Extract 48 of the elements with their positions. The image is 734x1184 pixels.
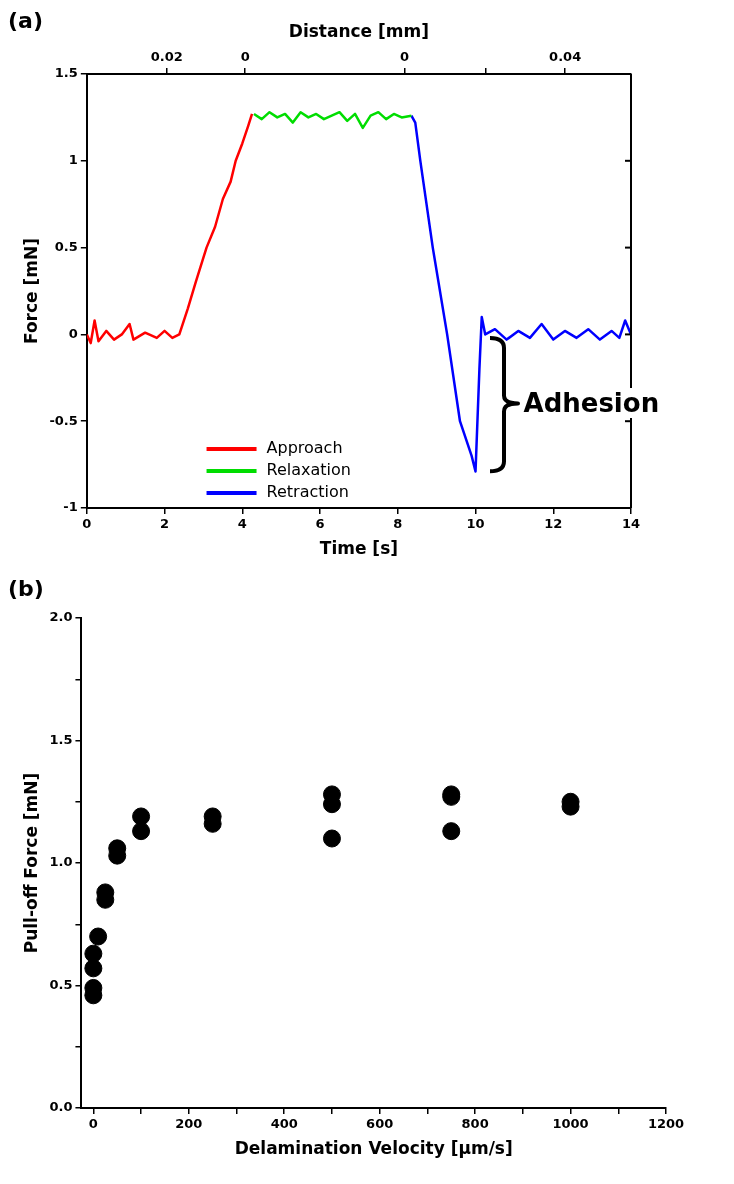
legend-label: Relaxation <box>266 460 351 480</box>
y-axis-title: Force [mN] <box>20 238 41 344</box>
y-tick-label: 1.0 <box>49 854 73 870</box>
point <box>442 822 461 841</box>
text: 0 <box>240 48 250 64</box>
y-tick-label: 0 <box>68 325 78 341</box>
point <box>84 959 103 978</box>
y-tick-label: -1 <box>63 499 78 515</box>
text: 0 <box>400 48 410 64</box>
point <box>89 927 108 946</box>
x-tick-label: 600 <box>366 1116 394 1132</box>
text: 0.04 <box>549 48 582 64</box>
x-tick-label: 1200 <box>647 1116 685 1132</box>
x-tick-label: 8 <box>393 516 403 532</box>
x-tick-label: 12 <box>544 516 563 532</box>
x-axis-title: Time [s] <box>319 538 399 559</box>
y-tick-label: 1.5 <box>54 65 78 81</box>
y-tick-label: 0.5 <box>49 976 73 992</box>
x-tick-label: 6 <box>315 516 325 532</box>
y-axis-title: Pull-off Force [mN] <box>20 772 41 954</box>
x-tick-label: 14 <box>621 516 641 532</box>
text: (b) <box>8 576 44 601</box>
y-tick-label: 2.0 <box>49 609 73 625</box>
y-tick-label: 0.5 <box>54 238 78 254</box>
point <box>84 944 103 963</box>
point <box>132 807 151 826</box>
text: (a) <box>8 8 43 33</box>
x-tick-label: 1000 <box>552 1116 589 1132</box>
y-tick-label: 1 <box>68 152 78 168</box>
x2-axis-title: Distance [mm] <box>288 20 430 41</box>
x-tick-label: 200 <box>175 1116 203 1132</box>
x-tick-label: 0 <box>82 516 92 532</box>
point <box>322 829 341 848</box>
x-tick-label: 400 <box>270 1116 298 1132</box>
legend-label: Approach <box>266 438 343 458</box>
x-tick-label: 10 <box>466 516 485 532</box>
x-tick-label: 800 <box>461 1116 489 1132</box>
legend-label: Retraction <box>266 482 349 502</box>
point <box>132 822 151 841</box>
y-tick-label: -0.5 <box>49 412 78 428</box>
annotation: Adhesion <box>521 387 662 418</box>
x-axis-title: Delamination Velocity [μm/s] <box>234 1138 513 1159</box>
y-tick-label: 1.5 <box>49 731 73 747</box>
text: 0.02 <box>150 48 183 64</box>
x-tick-label: 0 <box>88 1116 98 1132</box>
y-tick-label: 0.0 <box>49 1099 73 1115</box>
x-tick-label: 2 <box>160 516 170 532</box>
x-tick-label: 4 <box>237 516 247 532</box>
